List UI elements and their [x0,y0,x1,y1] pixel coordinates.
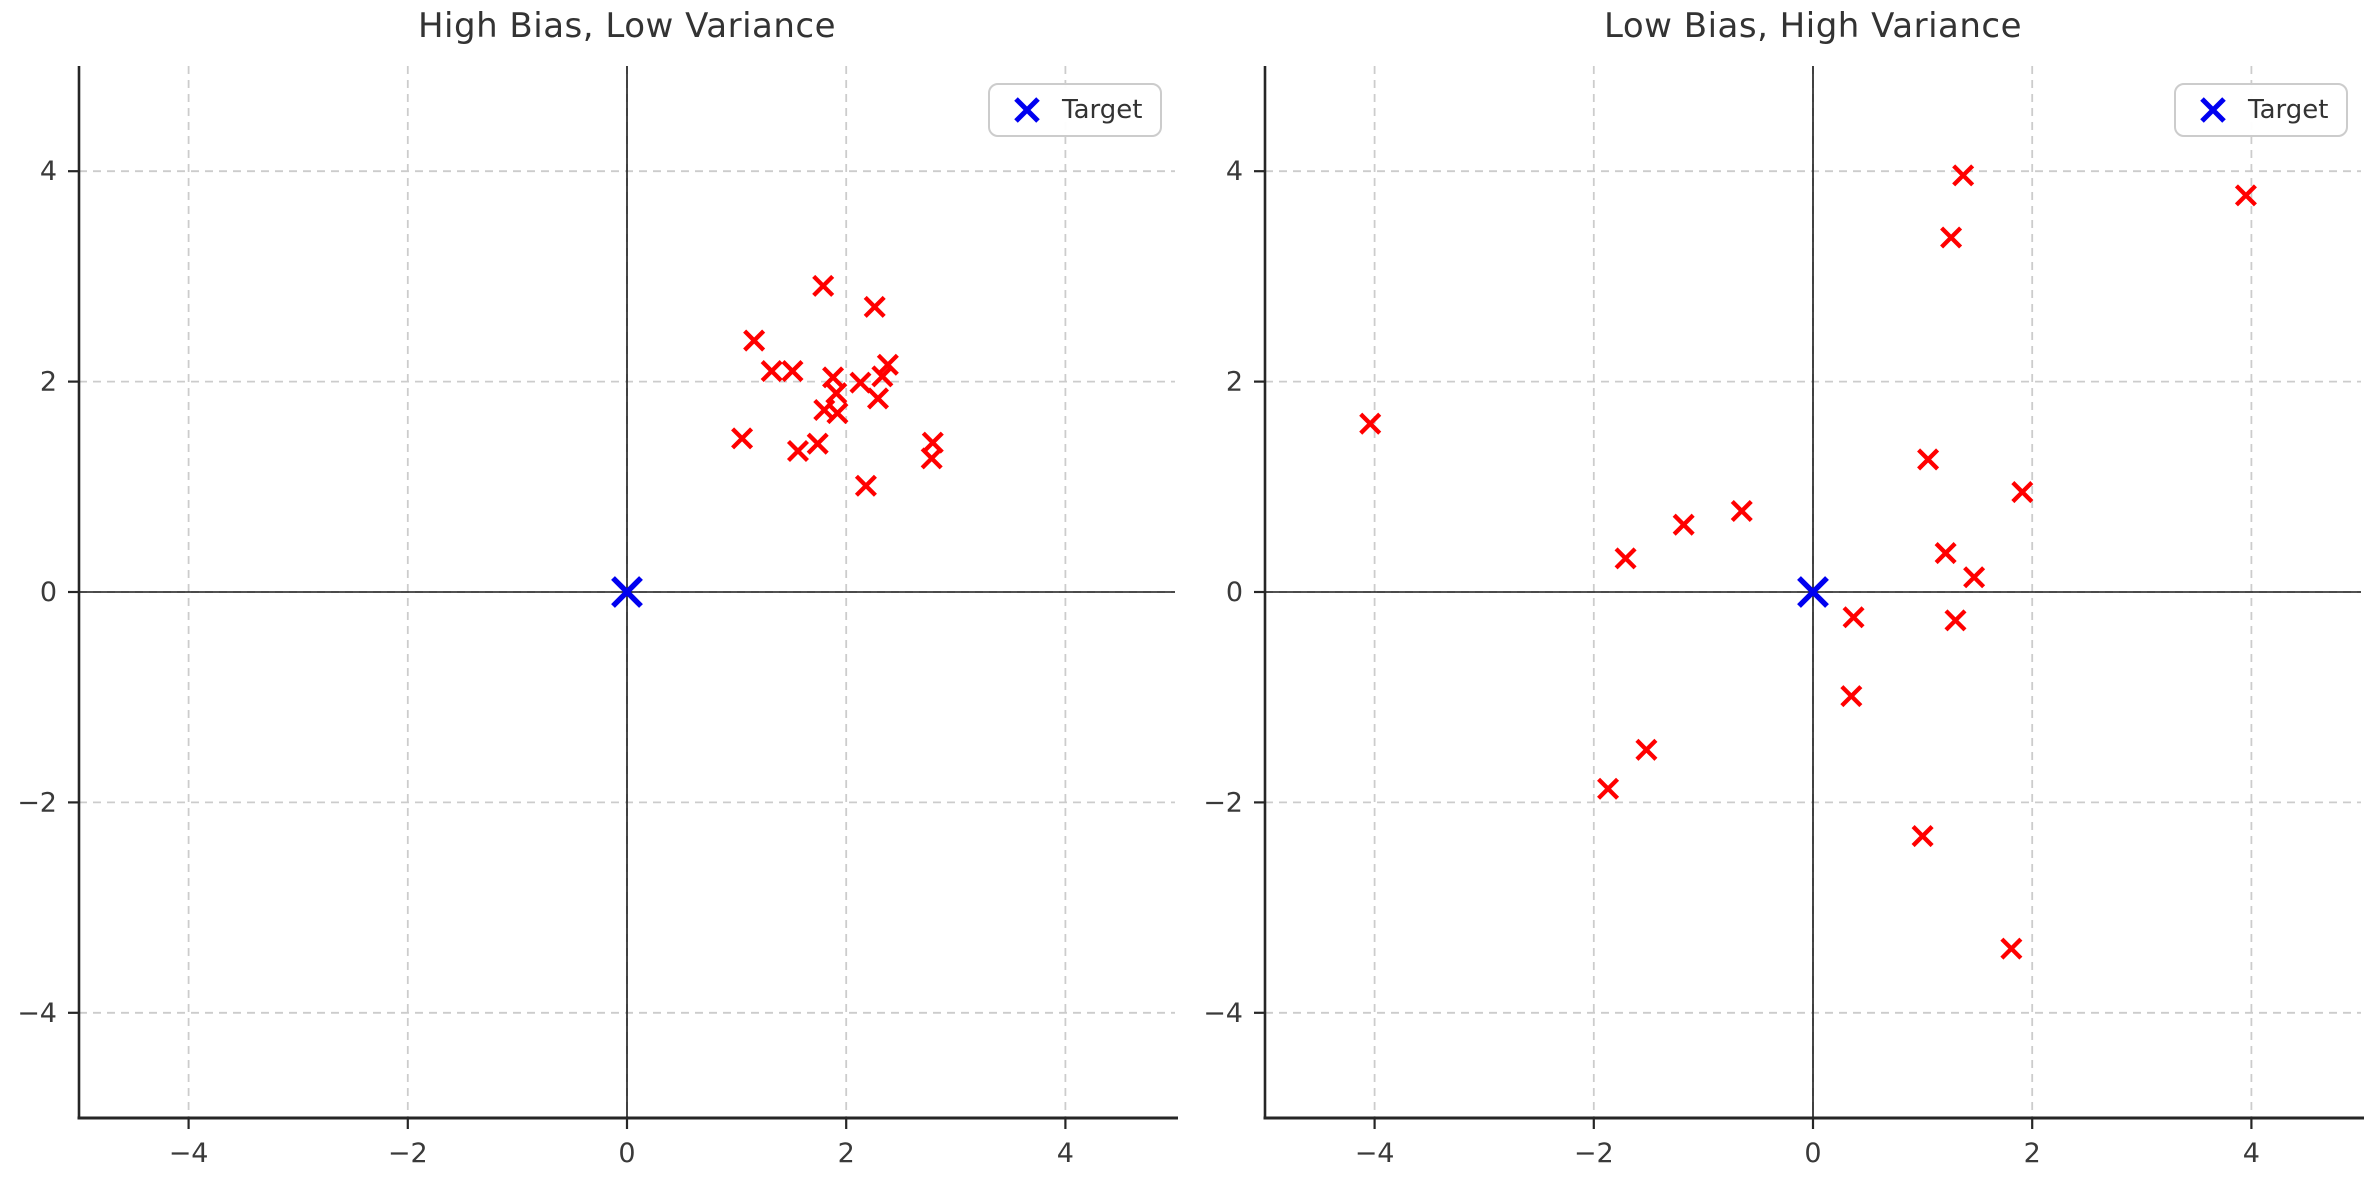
estimate-point-marker [876,353,899,376]
x-tick-label: 0 [1804,1138,1821,1169]
x-tick-label: −2 [1574,1138,1614,1169]
x-tick-label: −4 [169,1138,209,1169]
target-point-marker [611,576,643,608]
estimate-point-marker [871,365,894,388]
x-tick-label: 4 [2243,1138,2260,1169]
y-tick-label: −4 [1203,998,1243,1029]
estimate-point-marker [786,440,809,463]
target-point-marker [1797,576,1829,608]
y-tick-label: 0 [40,577,57,608]
x-tick-label: 4 [1057,1138,1074,1169]
y-tick-label: −4 [17,998,57,1029]
estimate-point-marker [1840,685,1863,708]
y-tick-label: 0 [1226,577,1243,608]
estimate-point-marker [1842,606,1865,629]
estimate-point-marker [822,366,845,389]
x-tick-label: 2 [838,1138,855,1169]
estimate-point-marker [1963,566,1986,589]
estimate-point-marker [2000,937,2023,960]
x-tick-label: 2 [2024,1138,2041,1169]
y-tick-label: 2 [40,367,57,398]
estimate-point-marker [781,360,804,383]
estimate-point-marker [1911,825,1934,848]
estimate-point-marker [1635,738,1658,761]
estimate-point-marker [2234,184,2257,207]
y-tick-label: 4 [40,156,57,187]
estimate-point-marker [1944,609,1967,632]
estimate-point-marker [863,295,886,318]
legend-label: Target [2248,95,2329,125]
estimate-point-marker [806,432,829,455]
estimate-point-marker [1614,547,1637,570]
y-tick-label: −2 [17,787,57,818]
estimate-point-marker [1359,412,1382,435]
target-x-marker-icon [2200,97,2226,123]
estimate-point-marker [1730,499,1753,523]
low-bias-plot: −4 −2 0 2 4 −4 −2 0 2 4 [1203,66,2364,1169]
legend: Target [2174,83,2348,137]
estimate-point-marker [849,371,872,394]
estimate-point-marker [731,427,754,450]
x-tick-label: −2 [388,1138,428,1169]
estimate-point-marker [1934,542,1957,565]
x-tick-label: 0 [618,1138,635,1169]
estimate-point-marker [1597,777,1620,800]
x-tick-label: −4 [1355,1138,1395,1169]
estimate-point-marker [920,447,943,470]
estimate-point-marker [1917,448,1940,471]
estimate-point-marker [1672,513,1695,536]
estimate-point-marker [2011,481,2034,504]
estimate-point-marker [743,329,766,352]
estimate-point-marker [1940,226,1963,249]
y-tick-label: −2 [1203,787,1243,818]
y-tick-label: 2 [1226,367,1243,398]
high-bias-plot: −4 −2 0 2 4 −4 −2 0 2 4 [17,66,1178,1169]
estimate-point-marker [1952,164,1975,187]
legend: Target [988,83,1162,137]
estimate-point-marker [854,474,877,497]
estimate-point-marker [760,360,783,383]
plot-title-high-bias: High Bias, Low Variance [417,6,837,46]
estimate-point-marker [825,382,848,405]
estimate-point-marker [866,387,890,410]
plot-title-low-bias: Low Bias, High Variance [1603,6,2023,46]
legend-label: Target [1062,95,1143,125]
y-tick-label: 4 [1226,156,1243,187]
estimate-point-marker [812,274,835,297]
estimate-point-marker [826,402,849,425]
target-x-marker-icon [1014,97,1040,123]
